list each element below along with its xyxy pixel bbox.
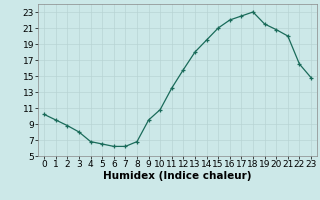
X-axis label: Humidex (Indice chaleur): Humidex (Indice chaleur) bbox=[103, 171, 252, 181]
